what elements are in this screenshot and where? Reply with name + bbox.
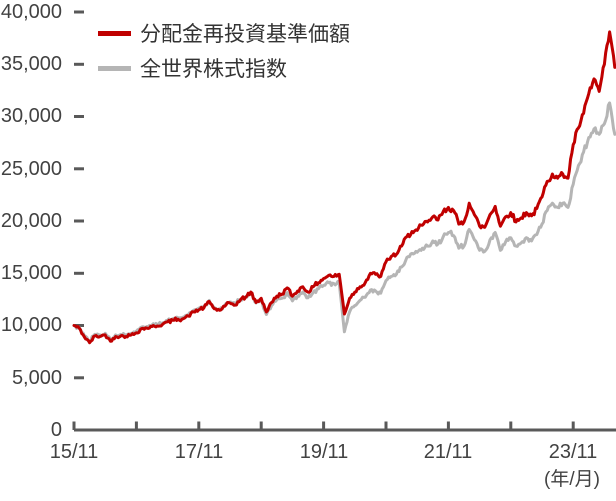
y-axis-label-25000: 25,000: [0, 158, 62, 180]
legend-label-index: 全世界株式指数: [140, 58, 287, 81]
y-axis-label-5000: 5,000: [11, 367, 62, 389]
fund-line-swatch: [98, 31, 131, 36]
x-axis-label-19-11: 19/11: [299, 441, 349, 463]
y-axis-label-15000: 15,000: [0, 262, 62, 284]
y-axis-label-0: 0: [50, 419, 62, 441]
legend-label-fund: 分配金再投資基準価額: [140, 23, 350, 46]
x-axis-unit-label: (年/月): [544, 469, 600, 490]
x-axis-label-21-11: 21/11: [423, 441, 473, 463]
x-axis-label-23-11: 23/11: [548, 441, 598, 463]
x-axis-label-15-11: 15/11: [49, 441, 99, 463]
x-axis-label-17-11: 17/11: [174, 441, 224, 463]
y-axis-label-35000: 35,000: [0, 53, 62, 75]
y-axis-label-20000: 20,000: [0, 210, 62, 232]
index-line-swatch: [98, 66, 131, 71]
y-axis-label-10000: 10,000: [0, 314, 62, 336]
fund-line: [72, 30, 616, 345]
y-axis-label-30000: 30,000: [0, 105, 62, 127]
y-axis-label-40000: 40,000: [0, 1, 62, 23]
